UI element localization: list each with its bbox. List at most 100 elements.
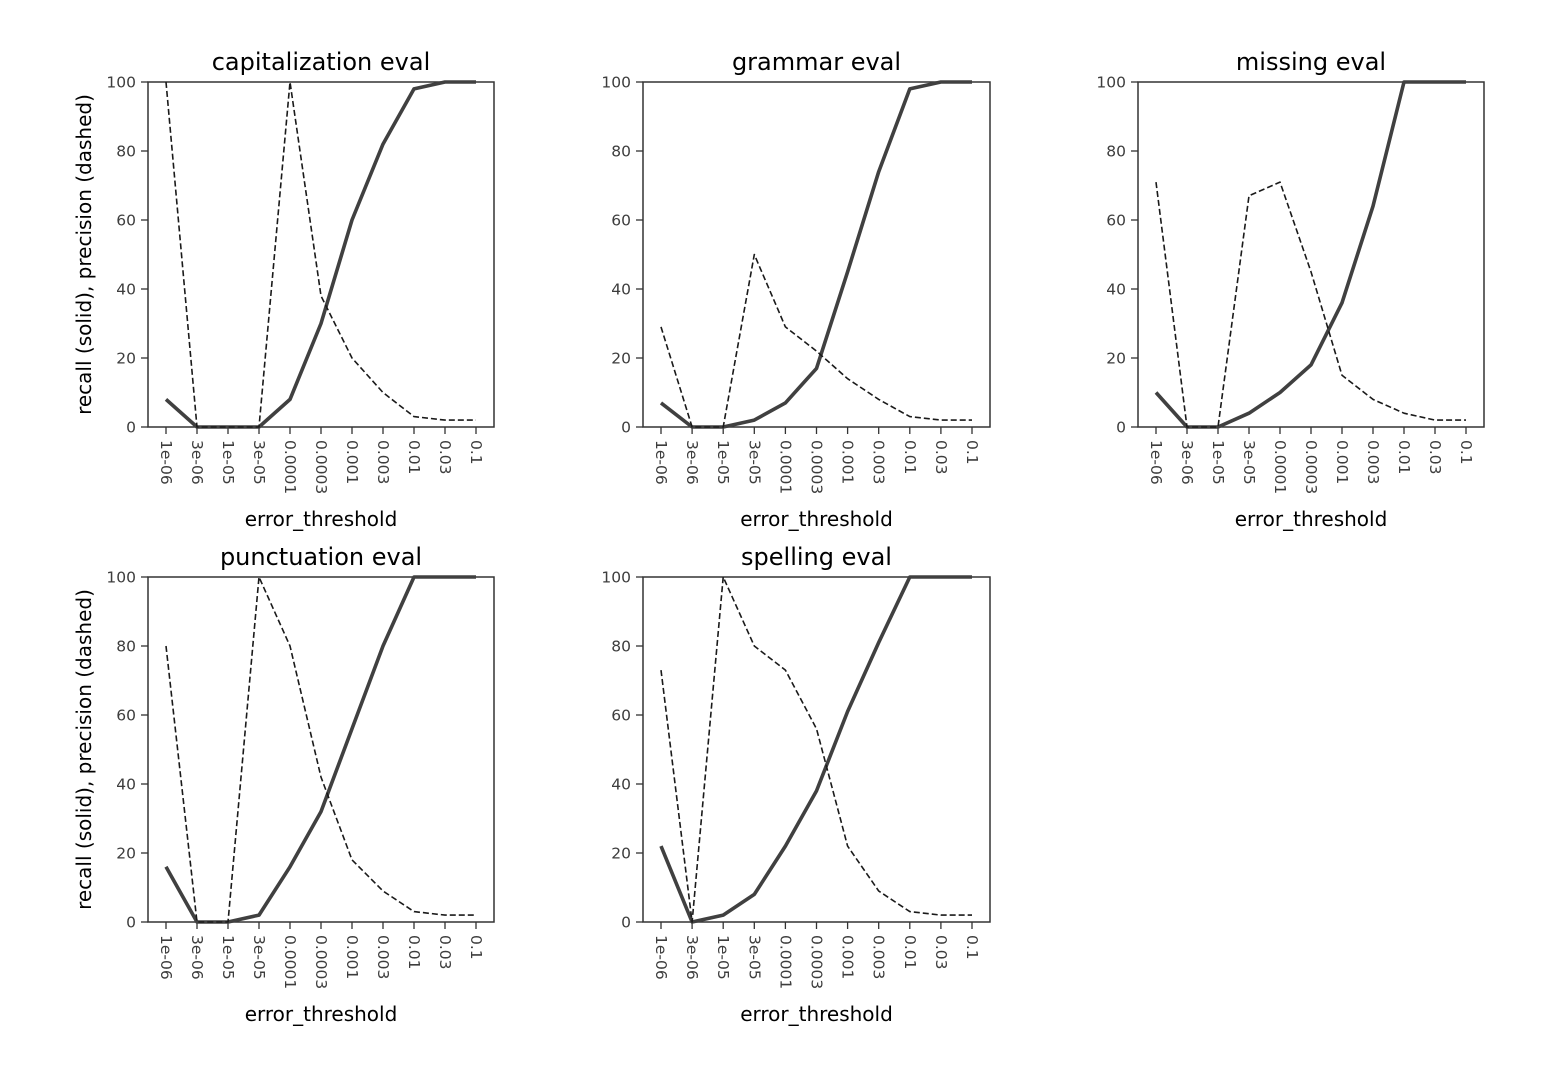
y-tick-label: 40 — [116, 281, 136, 299]
x-tick-label: 3e-05 — [1240, 440, 1258, 485]
x-tick-label: 0.0001 — [776, 935, 794, 989]
x-tick-label: 0.03 — [1426, 440, 1444, 475]
x-tick-label: 1e-06 — [157, 440, 175, 485]
y-tick-label: 20 — [611, 845, 631, 863]
x-tick-label: 0.0003 — [808, 440, 826, 494]
y-tick-label: 100 — [106, 74, 136, 92]
x-tick-label: 0.0001 — [1271, 440, 1289, 494]
x-tick-label: 1e-05 — [1209, 440, 1227, 485]
plot-frame — [147, 576, 495, 923]
x-tick-label: 0.01 — [1395, 440, 1413, 475]
x-tick-label: 0.001 — [343, 935, 361, 979]
y-tick-label: 60 — [611, 707, 631, 725]
subplot-2: grammar eval 0 20 40 60 80 100 1e-06 3e-06 1e-05 3… — [601, 48, 991, 531]
chart-title: missing eval — [1236, 48, 1386, 76]
x-tick-label: 0.001 — [343, 440, 361, 484]
chart-title: grammar eval — [732, 48, 901, 76]
x-axis-label: error_threshold — [245, 507, 398, 531]
x-tick-label: 0.001 — [839, 440, 857, 484]
x-axis-label: error_threshold — [740, 1002, 893, 1026]
y-tick-label: 80 — [1106, 143, 1126, 161]
x-tick-label: 3e-05 — [250, 440, 268, 485]
x-tick-label: 3e-05 — [745, 935, 763, 980]
x-tick-label: 0.0003 — [808, 935, 826, 989]
precision-line — [660, 576, 972, 923]
y-tick-label: 80 — [611, 638, 631, 656]
x-tick-label: 1e-05 — [714, 440, 732, 485]
x-tick-label: 0.1 — [963, 440, 981, 465]
y-tick-label: 100 — [601, 74, 631, 92]
x-axis-label: error_threshold — [1235, 507, 1388, 531]
y-tick-label: 20 — [1106, 350, 1126, 368]
x-tick-label: 0.03 — [436, 935, 454, 970]
x-tick-label: 0.01 — [901, 440, 919, 475]
x-tick-label: 1e-05 — [219, 440, 237, 485]
x-tick-label: 0.0003 — [1302, 440, 1320, 494]
y-tick-label: 100 — [106, 569, 136, 587]
x-tick-label: 0.1 — [963, 935, 981, 960]
x-tick-label: 0.003 — [374, 440, 392, 484]
x-tick-label: 0.0001 — [281, 440, 299, 494]
y-tick-label: 60 — [116, 707, 136, 725]
recall-line — [1154, 80, 1466, 429]
y-tick-label: 100 — [1096, 74, 1126, 92]
precision-line — [1155, 181, 1466, 428]
plot-frame — [147, 81, 495, 428]
x-tick-label: 3e-05 — [250, 935, 268, 980]
x-tick-label: 1e-05 — [714, 935, 732, 980]
x-tick-label: 1e-05 — [219, 935, 237, 980]
x-tick-label: 0.0003 — [312, 935, 330, 989]
precision-line — [165, 576, 476, 923]
x-tick-label: 3e-06 — [188, 935, 206, 980]
recall-line — [659, 80, 972, 429]
y-tick-label: 20 — [611, 350, 631, 368]
subplot-3: missing eval 0 20 40 60 80 100 1e-06 3e-06 1e-05 3… — [1096, 48, 1485, 531]
y-tick-label: 80 — [116, 143, 136, 161]
y-axis-label: recall (solid), precision (dashed) — [72, 589, 96, 910]
x-tick-label: 0.01 — [901, 935, 919, 970]
y-tick-label: 60 — [1106, 212, 1126, 230]
y-tick-label: 20 — [116, 845, 136, 863]
x-tick-label: 0.03 — [932, 935, 950, 970]
y-tick-label: 80 — [611, 143, 631, 161]
x-tick-label: 0.1 — [467, 440, 485, 465]
chart-title: punctuation eval — [220, 543, 422, 571]
y-tick-label: 0 — [126, 419, 136, 437]
x-tick-label: 3e-06 — [188, 440, 206, 485]
x-tick-label: 0.03 — [436, 440, 454, 475]
y-tick-label: 60 — [611, 212, 631, 230]
x-tick-label: 0.01 — [405, 935, 423, 970]
x-tick-label: 1e-06 — [1147, 440, 1165, 485]
y-tick-label: 0 — [621, 419, 631, 437]
y-tick-label: 40 — [611, 281, 631, 299]
y-tick-label: 0 — [621, 914, 631, 932]
x-tick-label: 0.01 — [405, 440, 423, 475]
x-tick-label: 0.0001 — [281, 935, 299, 989]
y-tick-label: 60 — [116, 212, 136, 230]
x-tick-label: 0.1 — [1457, 440, 1475, 465]
x-axis-label: error_threshold — [740, 507, 893, 531]
precision-line — [660, 253, 972, 428]
x-tick-label: 0.1 — [467, 935, 485, 960]
plot-frame — [1137, 81, 1485, 428]
y-tick-label: 100 — [601, 569, 631, 587]
x-tick-label: 0.003 — [374, 935, 392, 979]
x-tick-label: 0.003 — [870, 440, 888, 484]
x-tick-label: 1e-06 — [652, 935, 670, 980]
y-tick-label: 40 — [1106, 281, 1126, 299]
x-tick-label: 0.0003 — [312, 440, 330, 494]
x-tick-label: 0.003 — [1364, 440, 1382, 484]
recall-line — [659, 575, 972, 924]
x-tick-label: 3e-05 — [745, 440, 763, 485]
chart-title: capitalization eval — [212, 48, 431, 76]
subplot-1: capitalization eval 0 20 40 60 80 100 1e-06 3e-0… — [72, 48, 495, 531]
x-tick-label: 3e-06 — [683, 935, 701, 980]
x-tick-label: 0.001 — [839, 935, 857, 979]
y-tick-label: 40 — [116, 776, 136, 794]
plot-frame — [642, 81, 991, 428]
x-tick-label: 0.003 — [870, 935, 888, 979]
plot-frame — [642, 576, 991, 923]
y-tick-label: 0 — [1116, 419, 1126, 437]
x-axis-label: error_threshold — [245, 1002, 398, 1026]
chart-title: spelling eval — [741, 543, 892, 571]
